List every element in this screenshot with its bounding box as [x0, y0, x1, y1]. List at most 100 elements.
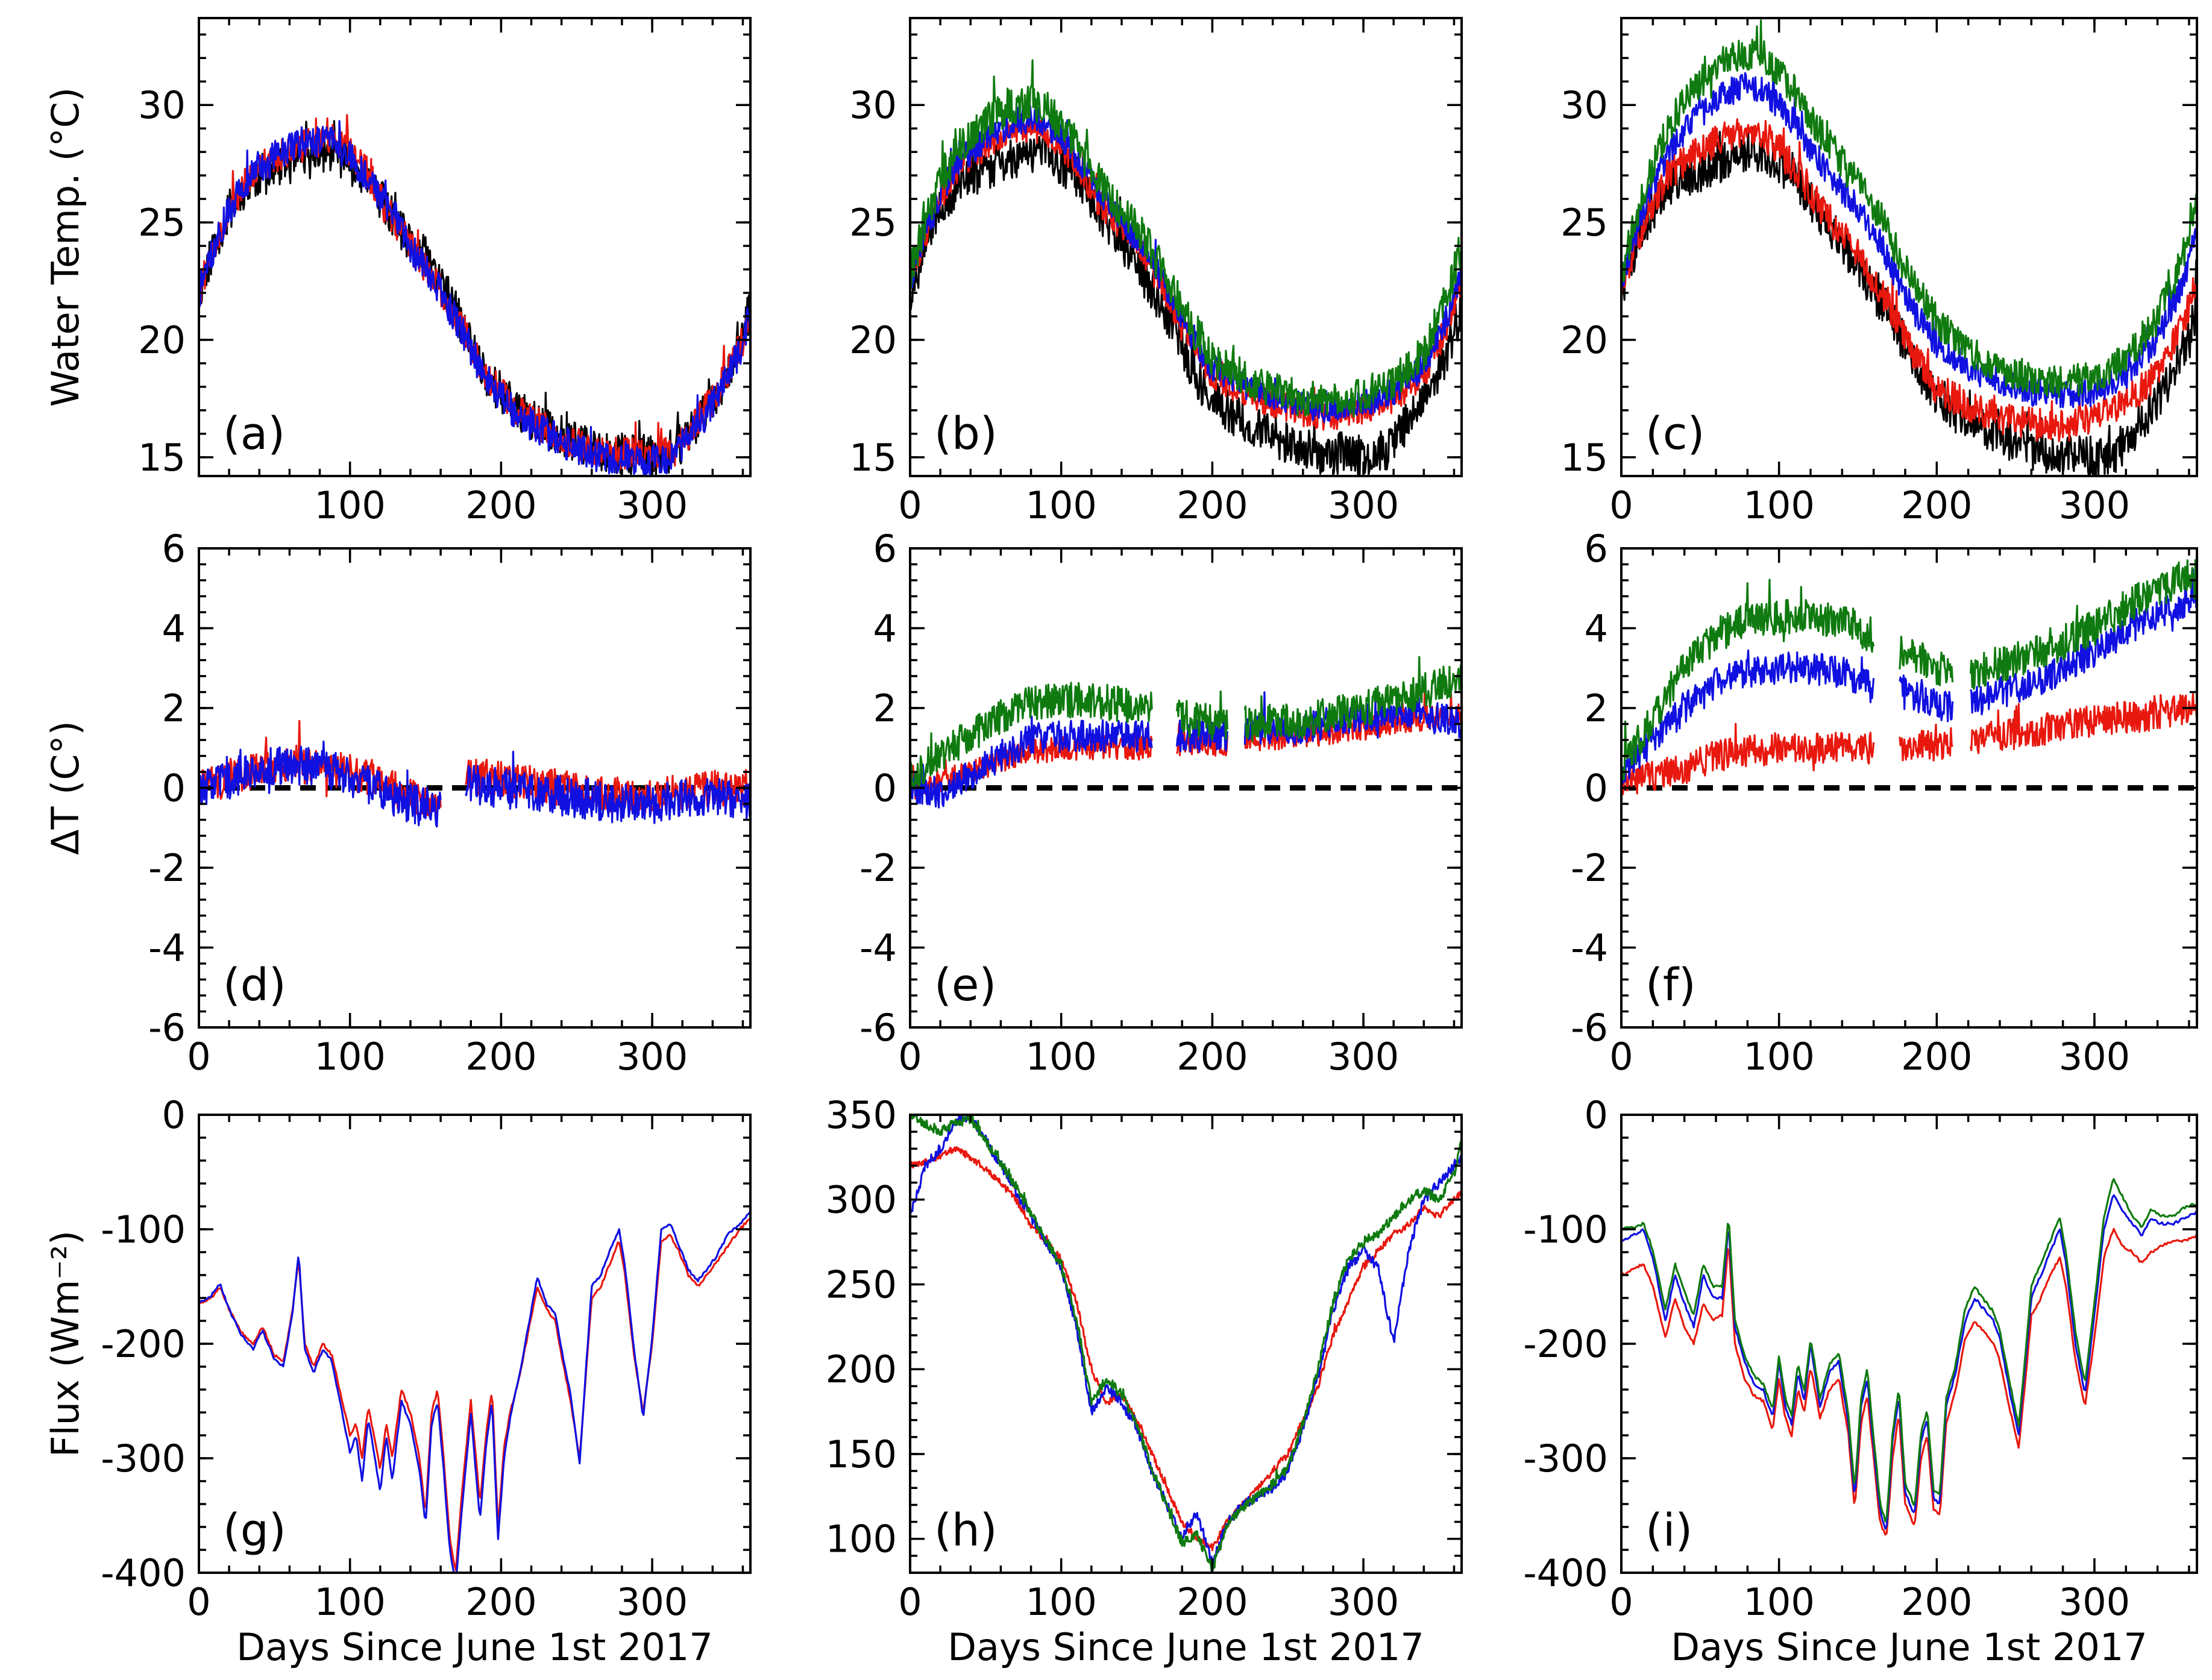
y-tick-label: 0 [1585, 766, 1608, 810]
y-tick-label: 25 [849, 201, 897, 245]
x-tick-label: 300 [1328, 483, 1399, 527]
y-tick-label: 2 [162, 686, 186, 730]
series-blue [199, 741, 750, 828]
y-tick-label: -6 [148, 1006, 186, 1050]
y-tick-label: -4 [859, 926, 897, 970]
y-tick-label: 100 [826, 1517, 897, 1561]
x-tick-label: 300 [2059, 483, 2130, 527]
series-black [910, 132, 1462, 476]
y-tick-label: -400 [101, 1551, 186, 1595]
panel-letter: (g) [223, 1505, 286, 1556]
x-tick-label: 100 [315, 1035, 386, 1079]
y-tick-label: 20 [1560, 318, 1608, 362]
x-tick-label: 0 [187, 1035, 210, 1079]
x-tick-label: 300 [617, 1580, 688, 1624]
x-tick-label: 100 [1026, 1035, 1097, 1079]
y-tick-label: -4 [148, 926, 186, 970]
y-tick-label: -6 [859, 1006, 897, 1050]
x-tick-label: 200 [1177, 483, 1248, 527]
x-tick-label: 100 [1743, 483, 1814, 527]
series-black [1621, 127, 2197, 476]
y-tick-label: -300 [1523, 1437, 1608, 1481]
y-tick-label: 15 [138, 436, 186, 480]
series-red [910, 1146, 1462, 1552]
y-tick-label: 6 [1585, 527, 1608, 571]
y-tick-label: -200 [101, 1322, 186, 1366]
plot-frame [198, 17, 752, 477]
series-group [1621, 559, 2197, 795]
x-tick-label: 0 [187, 1580, 210, 1624]
y-tick-label: 200 [826, 1347, 897, 1391]
x-tick-label: 100 [315, 1580, 386, 1624]
panel-e: 0 100 200 300 -6 -4 -2 0 2 4 6 (e) [859, 527, 1463, 1079]
panel-letter: (c) [1645, 408, 1705, 460]
y-tick-label: 2 [1585, 686, 1608, 730]
series-blue [1621, 1194, 2197, 1530]
x-tick-label: 100 [1743, 1035, 1814, 1079]
panel-a: 100 200 300 15 20 25 30 (a) Water Temp. (°C) [43, 17, 752, 527]
y-tick-label: 15 [1560, 436, 1608, 480]
x-axis-label: Days Since June 1st 2017 [947, 1625, 1424, 1669]
y-tick-label: -400 [1523, 1551, 1608, 1595]
y-tick-label: -6 [1571, 1006, 1608, 1050]
series-red [910, 115, 1462, 431]
series-group [910, 656, 1462, 809]
series-blue [1621, 71, 2197, 409]
x-tick-label: 200 [1177, 1035, 1248, 1079]
x-tick-label: 200 [465, 1035, 536, 1079]
y-tick-label: 4 [162, 607, 186, 651]
series-group [199, 1211, 750, 1573]
plot-frame [909, 17, 1463, 477]
series-group [910, 59, 1462, 476]
y-tick-label: 15 [849, 436, 897, 480]
x-tick-label: 300 [2059, 1580, 2130, 1624]
series-blue [199, 1211, 750, 1573]
x-tick-label: 300 [617, 483, 688, 527]
y-axis-label: Water Temp. (°C) [43, 87, 87, 407]
y-tick-label: 6 [873, 527, 897, 571]
series-blue [1621, 568, 2197, 786]
y-axis-label: Flux (Wm⁻²) [43, 1230, 87, 1457]
y-tick-label: 20 [138, 318, 186, 362]
x-tick-label: 200 [1177, 1580, 1248, 1624]
y-tick-label: -2 [1571, 846, 1608, 890]
panel-c: 0 100 200 300 15 20 25 30 (c) [1560, 17, 2198, 527]
series-group [1621, 1178, 2197, 1536]
y-tick-label: -2 [859, 846, 897, 890]
series-blue [199, 120, 750, 476]
panel-letter: (i) [1645, 1505, 1692, 1556]
y-tick-label: -100 [1523, 1208, 1608, 1252]
y-tick-label: 0 [1585, 1093, 1608, 1137]
panel-letter: (e) [934, 959, 996, 1011]
panel-b: 0 100 200 300 15 20 25 30 (b) [849, 17, 1463, 527]
panel-letter: (h) [934, 1505, 998, 1556]
series-green [1621, 1178, 2196, 1523]
x-tick-label: 200 [465, 483, 536, 527]
y-tick-label: 250 [826, 1262, 897, 1306]
series-green [910, 1115, 1462, 1572]
y-tick-label: 0 [162, 766, 186, 810]
y-tick-label: 4 [1585, 607, 1608, 651]
series-red [1621, 118, 2197, 442]
y-tick-label: -4 [1571, 926, 1608, 970]
plot-frame [909, 1114, 1463, 1574]
x-tick-label: 300 [2059, 1035, 2130, 1079]
y-tick-label: 0 [873, 766, 897, 810]
series-green [910, 656, 1462, 790]
x-tick-label: 300 [617, 1035, 688, 1079]
panel-d: 0 100 200 300 -6 -4 -2 0 2 4 6 (d) ΔT (C°) [43, 527, 752, 1079]
series-group [199, 719, 750, 828]
y-tick-label: 300 [826, 1178, 897, 1222]
series-group [910, 1115, 1462, 1572]
x-tick-label: 0 [898, 483, 922, 527]
x-axis-label: Days Since June 1st 2017 [236, 1625, 713, 1669]
plot-frame [1620, 17, 2198, 477]
y-tick-label: -300 [101, 1437, 186, 1481]
y-tick-label: 150 [826, 1432, 897, 1476]
x-tick-label: 200 [1901, 483, 1972, 527]
series-red [1621, 692, 2197, 795]
plot-frame [198, 1114, 752, 1574]
series-blue [910, 1115, 1462, 1566]
panel-g: 0 100 200 300 -400 -300 -200 -100 0 (g) Flux (Wm⁻²… [43, 1093, 752, 1669]
